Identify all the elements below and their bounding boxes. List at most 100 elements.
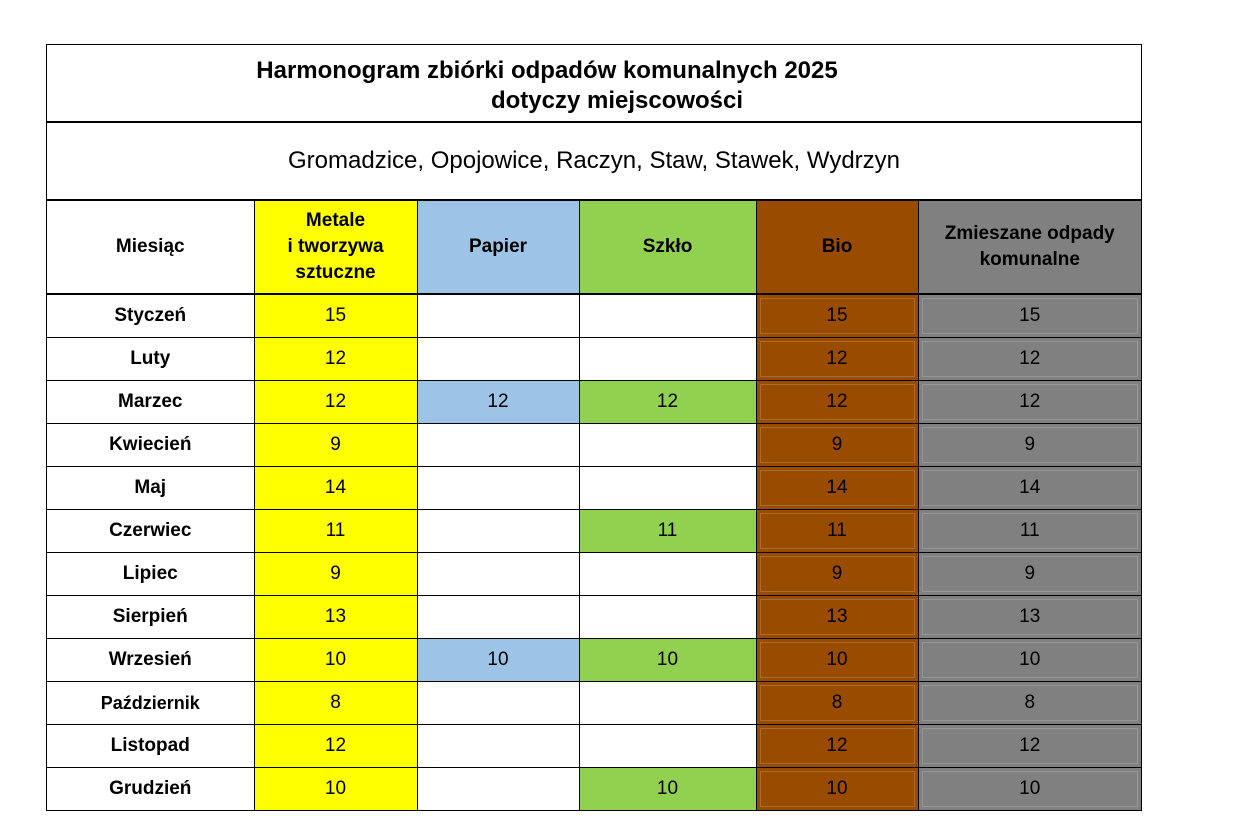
- mixed-date-cell: 13: [918, 595, 1141, 639]
- month-cell: Luty: [47, 337, 255, 381]
- table-row: Wrzesień 10 10 10 10 10: [47, 638, 1141, 682]
- table-row: Listopad 12 12 12: [47, 724, 1141, 768]
- month-cell: Grudzień: [47, 767, 255, 810]
- bio-date-value: 12: [759, 384, 915, 420]
- paper-date-cell: 12: [417, 380, 580, 424]
- table-row: Styczeń 15 15 15: [47, 294, 1141, 338]
- table-row: Grudzień 10 10 10 10: [47, 767, 1141, 810]
- glass-date-cell: [579, 423, 757, 467]
- bio-date-value: 8: [759, 685, 915, 721]
- month-cell: Styczeń: [47, 294, 255, 338]
- mixed-date-cell: 12: [918, 337, 1141, 381]
- mixed-date-cell: 9: [918, 552, 1141, 596]
- mixed-date-value: 10: [921, 771, 1138, 807]
- metal-date-cell: 9: [254, 423, 418, 467]
- bio-date-value: 14: [759, 470, 915, 506]
- metal-date-cell: 10: [254, 767, 418, 810]
- mixed-date-value: 12: [921, 728, 1138, 764]
- header-month-label: Miesiąc: [115, 236, 185, 257]
- glass-date-cell: 10: [579, 767, 757, 810]
- mixed-date-value: 15: [921, 298, 1138, 334]
- page-subtitle: dotyczy miejscowości: [490, 87, 744, 114]
- schedule-rows: Styczeń 15 15 15 Luty 12 12 12 Marzec 12 12 12 12 12 K…: [47, 294, 1141, 810]
- bio-date-cell: 8: [756, 681, 919, 725]
- table-row: Sierpień 13 13 13: [47, 595, 1141, 639]
- glass-date-cell: [579, 595, 757, 639]
- bio-date-value: 10: [759, 771, 915, 807]
- mixed-date-cell: 10: [918, 767, 1141, 810]
- bio-date-cell: 10: [756, 767, 919, 810]
- paper-date-cell: [417, 767, 580, 810]
- paper-date-cell: 10: [417, 638, 580, 682]
- bio-date-cell: 9: [756, 552, 919, 596]
- mixed-date-cell: 12: [918, 724, 1141, 768]
- glass-date-cell: [579, 681, 757, 725]
- bio-date-cell: 13: [756, 595, 919, 639]
- metal-date-cell: 10: [254, 638, 418, 682]
- month-cell: Listopad: [47, 724, 255, 768]
- bio-date-value: 13: [759, 599, 915, 635]
- glass-date-cell: [579, 337, 757, 381]
- paper-date-cell: [417, 337, 580, 381]
- bio-date-value: 12: [759, 728, 915, 764]
- bio-date-value: 12: [759, 341, 915, 377]
- page-title: Harmonogram zbiórki odpadów komunalnych …: [256, 57, 838, 84]
- mixed-date-value: 12: [921, 341, 1138, 377]
- title-box: Harmonogram zbiórki odpadów komunalnych …: [47, 45, 1141, 123]
- collection-schedule-table: Miesiąc Metale i tworzywa sztuczne Papie…: [47, 201, 1141, 810]
- bio-date-cell: 11: [756, 509, 919, 553]
- paper-date-cell: [417, 724, 580, 768]
- table-row: Październik 8 8 8: [47, 681, 1141, 725]
- header-glass: Szkło: [579, 201, 757, 295]
- table-row: Czerwiec 11 11 11 11: [47, 509, 1141, 553]
- metal-date-cell: 14: [254, 466, 418, 510]
- header-bio: Bio: [756, 201, 919, 295]
- metal-date-cell: 12: [254, 337, 418, 381]
- paper-date-cell: [417, 509, 580, 553]
- metal-date-cell: 13: [254, 595, 418, 639]
- header-metal-line1: Metale: [305, 210, 366, 231]
- metal-date-cell: 12: [254, 380, 418, 424]
- mixed-date-value: 14: [921, 470, 1138, 506]
- table-row: Lipiec 9 9 9: [47, 552, 1141, 596]
- mixed-date-value: 13: [921, 599, 1138, 635]
- bio-date-cell: 9: [756, 423, 919, 467]
- mixed-date-cell: 10: [918, 638, 1141, 682]
- month-cell: Sierpień: [47, 595, 255, 639]
- paper-date-cell: [417, 552, 580, 596]
- paper-date-cell: [417, 595, 580, 639]
- month-cell: Październik: [47, 681, 255, 725]
- mixed-date-cell: 9: [918, 423, 1141, 467]
- schedule-sheet: Harmonogram zbiórki odpadów komunalnych …: [46, 44, 1142, 811]
- bio-date-cell: 14: [756, 466, 919, 510]
- header-metal-line3: sztuczne: [295, 262, 376, 283]
- header-mixed-line1: Zmieszane odpady: [944, 223, 1115, 244]
- bio-date-cell: 12: [756, 380, 919, 424]
- month-cell: Wrzesień: [47, 638, 255, 682]
- paper-date-cell: [417, 423, 580, 467]
- glass-date-cell: 11: [579, 509, 757, 553]
- bio-date-value: 10: [759, 642, 915, 678]
- mixed-date-value: 12: [921, 384, 1138, 420]
- glass-date-cell: 10: [579, 638, 757, 682]
- mixed-date-cell: 12: [918, 380, 1141, 424]
- header-metal-line2: i tworzywa: [287, 236, 384, 257]
- bio-date-cell: 12: [756, 724, 919, 768]
- mixed-date-value: 11: [921, 513, 1138, 549]
- mixed-date-cell: 14: [918, 466, 1141, 510]
- glass-date-cell: [579, 724, 757, 768]
- header-mixed: Zmieszane odpady komunalne: [918, 201, 1141, 295]
- bio-date-value: 15: [759, 298, 915, 334]
- table-row: Marzec 12 12 12 12 12: [47, 380, 1141, 424]
- mixed-date-cell: 11: [918, 509, 1141, 553]
- header-paper: Papier: [417, 201, 580, 295]
- header-bio-label: Bio: [821, 236, 853, 257]
- bio-date-cell: 10: [756, 638, 919, 682]
- bio-date-value: 9: [759, 556, 915, 592]
- header-metal: Metale i tworzywa sztuczne: [254, 201, 418, 295]
- paper-date-cell: [417, 294, 580, 338]
- header-month: Miesiąc: [47, 201, 255, 295]
- header-row: Miesiąc Metale i tworzywa sztuczne Papie…: [47, 201, 1141, 295]
- metal-date-cell: 8: [254, 681, 418, 725]
- metal-date-cell: 12: [254, 724, 418, 768]
